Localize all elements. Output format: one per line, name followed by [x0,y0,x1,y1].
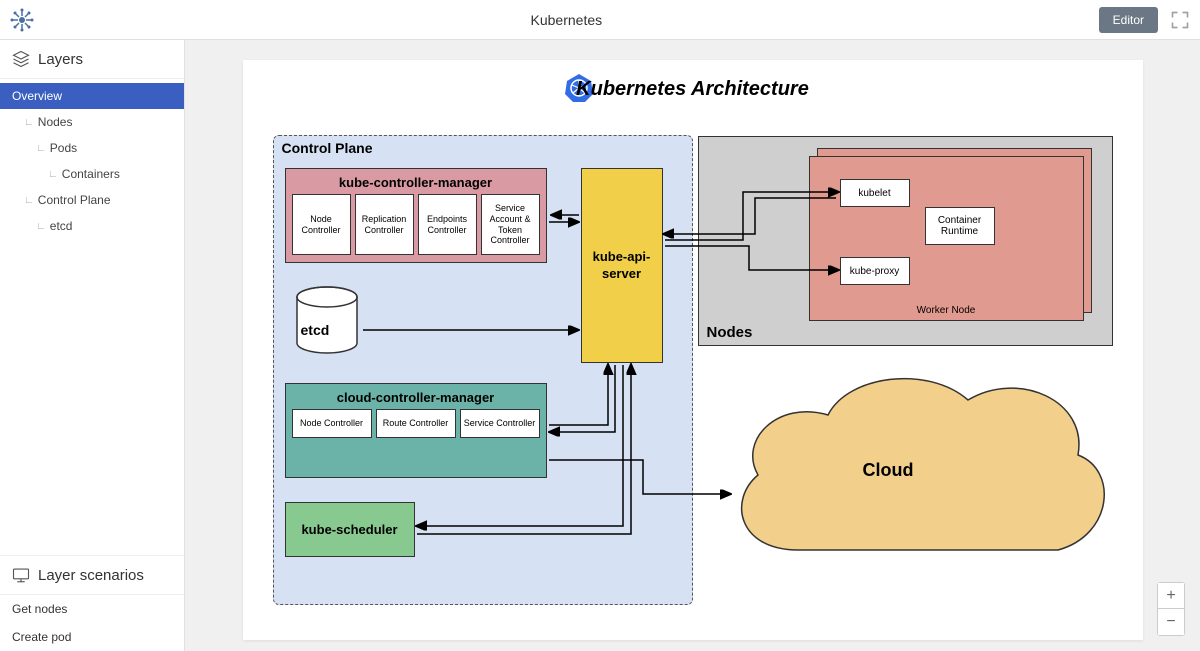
control-plane-label: Control Plane [282,140,373,156]
cloud-shape-icon [718,360,1113,595]
tree-item[interactable]: ∟Nodes [0,109,184,135]
etcd-label: etcd [301,322,330,338]
tree-item[interactable]: ∟Control Plane [0,187,184,213]
controller-box: Node Controller [292,409,372,438]
nodes-label: Nodes [707,324,753,341]
cloud-label: Cloud [863,460,914,481]
worker-node-label: Worker Node [810,305,1083,316]
scenario-item[interactable]: Get nodes [0,595,184,623]
fullscreen-icon[interactable] [1170,10,1190,30]
ccm-label: cloud-controller-manager [286,384,546,409]
sidebar: Layers Overview∟Nodes∟Pods∟Containers∟Co… [0,40,185,651]
worker-node-front: Worker Node kubelet Container Runtime ku… [809,156,1084,321]
scenarios-header: Layer scenarios [0,556,184,595]
kube-api-server-box: kube-api-server [581,168,663,363]
layers-icon [12,50,30,68]
tree-item[interactable]: Overview [0,83,184,109]
diagram-title: Kubernetes Architecture [243,78,1143,101]
controller-box: Node Controller [292,194,351,255]
page-title: Kubernetes [34,12,1099,28]
kcm-label: kube-controller-manager [286,169,546,194]
controller-box: Route Controller [376,409,456,438]
app-logo-icon [10,8,34,32]
controller-box: Endpoints Controller [418,194,477,255]
layers-header: Layers [0,40,184,79]
zoom-out-button[interactable]: − [1158,609,1184,635]
controller-box: Service Account & Token Controller [481,194,540,255]
kube-controller-manager-box: kube-controller-manager Node ControllerR… [285,168,547,263]
scenarios-section: Layer scenarios Get nodesCreate pod [0,555,184,651]
kube-scheduler-box: kube-scheduler [285,502,415,557]
zoom-in-button[interactable]: + [1158,583,1184,609]
controller-box: Replication Controller [355,194,414,255]
cloud-controller-manager-box: cloud-controller-manager Node Controller… [285,383,547,478]
diagram-canvas: Kubernetes Architecture Control Plane ku… [243,60,1143,640]
tree-item[interactable]: ∟Containers [0,161,184,187]
zoom-controls: + − [1157,582,1185,636]
layers-tree: Overview∟Nodes∟Pods∟Containers∟Control P… [0,79,184,243]
monitor-icon [12,566,30,584]
editor-button[interactable]: Editor [1099,7,1158,33]
scenario-item[interactable]: Create pod [0,623,184,651]
scenarios-label: Layer scenarios [38,567,144,584]
top-bar: Kubernetes Editor [0,0,1200,40]
etcd-cylinder-icon [291,285,363,357]
tree-item[interactable]: ∟Pods [0,135,184,161]
canvas-area[interactable]: Kubernetes Architecture Control Plane ku… [185,40,1200,651]
container-runtime-box: Container Runtime [925,207,995,245]
layers-label: Layers [38,51,83,68]
tree-item[interactable]: ∟etcd [0,213,184,239]
kubelet-box: kubelet [840,179,910,207]
kube-proxy-box: kube-proxy [840,257,910,285]
controller-box: Service Controller [460,409,540,438]
